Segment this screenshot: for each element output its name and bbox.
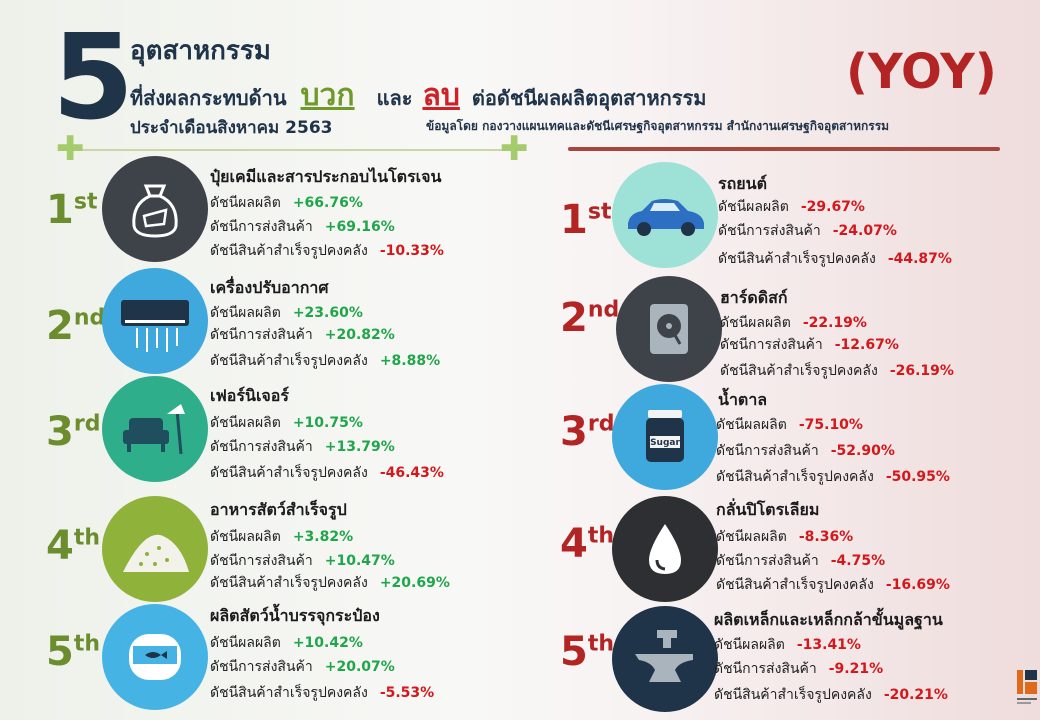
- inventory-stat: ดัชนีสินค้าสำเร็จรูปคงคลัง -20.21%: [714, 687, 948, 703]
- inventory-stat: ดัชนีสินค้าสำเร็จรูปคงคลัง +20.69%: [210, 575, 450, 591]
- industry-name: รถยนต์: [718, 174, 767, 193]
- big-number-five: 5: [52, 8, 135, 146]
- industry-name: น้ำตาล: [718, 390, 768, 409]
- sugar-jar-label: Sugar: [650, 438, 680, 448]
- production-stat: ดัชนีผลผลิต +66.76%: [210, 195, 363, 211]
- production-stat: ดัชนีผลผลิต -8.36%: [716, 529, 854, 545]
- rank-label: 1st: [560, 197, 612, 243]
- inventory-stat: ดัชนีสินค้าสำเร็จรูปคงคลัง -46.43%: [210, 465, 444, 481]
- shipment-stat: ดัชนีการส่งสินค้า -24.07%: [718, 223, 897, 239]
- shipment-stat: ดัชนีการส่งสินค้า +69.16%: [210, 219, 395, 235]
- title-affect-text: ที่ส่งผลกระทบด้าน: [130, 86, 287, 110]
- shipment-stat: ดัชนีการส่งสินค้า -9.21%: [714, 661, 884, 677]
- production-stat: ดัชนีผลผลิต +23.60%: [210, 305, 363, 321]
- production-stat: ดัชนีผลผลิต -13.41%: [714, 637, 861, 653]
- rank-label: 4th: [46, 523, 101, 569]
- shipment-stat: ดัชนีการส่งสินค้า +10.47%: [210, 553, 395, 569]
- oil-drop-icon: [612, 496, 718, 602]
- hard-disk-icon: [616, 276, 722, 382]
- industry-name: เฟอร์นิเจอร์: [210, 386, 289, 405]
- industry-name: กลั่นปิโตรเลียม: [716, 500, 820, 519]
- title-line-2: ที่ส่งผลกระทบด้าน บวก และ ลบ ต่อดัชนีผลผ…: [130, 72, 706, 119]
- positive-word: บวก: [300, 78, 355, 113]
- shipment-stat: ดัชนีการส่งสินค้า -52.90%: [716, 443, 895, 459]
- rank-label: 2nd: [560, 295, 620, 341]
- industry-name: อาหารสัตว์สำเร็จรูป: [210, 500, 347, 519]
- rank-label: 3rd: [46, 409, 101, 455]
- plus-icon: ✚: [500, 129, 529, 169]
- industry-name: เครื่องปรับอากาศ: [210, 278, 329, 297]
- canned-fish-icon: [102, 604, 208, 710]
- inventory-stat: ดัชนีสินค้าสำเร็จรูปคงคลัง -10.33%: [210, 243, 444, 259]
- rank-label: 4th: [560, 521, 615, 567]
- industry-name: ฮาร์ดดิสก์: [720, 288, 788, 307]
- sugar-jar-icon: Sugar: [612, 384, 718, 490]
- inventory-stat: ดัชนีสินค้าสำเร็จรูปคงคลัง -16.69%: [716, 577, 950, 593]
- inventory-stat: ดัชนีสินค้าสำเร็จรูปคงคลัง -44.87%: [718, 251, 952, 267]
- armchair-lamp-icon: [102, 376, 208, 482]
- production-stat: ดัชนีผลผลิต +10.42%: [210, 635, 363, 651]
- rank-label: 3rd: [560, 409, 615, 455]
- production-stat: ดัชนีผลผลิต -75.10%: [716, 417, 863, 433]
- negative-word: ลบ: [422, 78, 460, 113]
- production-stat: ดัชนีผลผลิต +10.75%: [210, 415, 363, 431]
- rank-label: 2nd: [46, 303, 106, 349]
- yoy-label: (YOY): [846, 44, 997, 100]
- industry-name: ปุ๋ยเคมีและสารประกอบไนโตรเจน: [210, 167, 442, 186]
- production-stat: ดัชนีผลผลิต -22.19%: [720, 315, 867, 331]
- inventory-stat: ดัชนีสินค้าสำเร็จรูปคงคลัง -5.53%: [210, 685, 435, 701]
- shipment-stat: ดัชนีการส่งสินค้า -4.75%: [716, 553, 886, 569]
- title-period: ประจำเดือนสิงหาคม 2563: [130, 118, 333, 138]
- and-word: และ: [376, 86, 413, 110]
- production-stat: ดัชนีผลผลิต -29.67%: [718, 199, 865, 215]
- shipment-stat: ดัชนีการส่งสินค้า +13.79%: [210, 439, 395, 455]
- source-note: ข้อมูลโดย กองวางแผนเทคและดัชนีเศรษฐกิจอุ…: [426, 119, 890, 133]
- divider-left: [70, 149, 518, 151]
- title-line-1: อุตสาหกรรม: [130, 36, 271, 66]
- rank-label: 5th: [560, 629, 615, 675]
- industry-name: ผลิตเหล็กและเหล็กกล้าขั้นมูลฐาน: [714, 610, 943, 629]
- shipment-stat: ดัชนีการส่งสินค้า +20.82%: [210, 327, 395, 343]
- car-icon: [612, 162, 718, 268]
- index-word: ต่อดัชนีผลผลิตอุตสาหกรรม: [471, 86, 707, 110]
- rank-label: 1st: [46, 187, 98, 233]
- inventory-stat: ดัชนีสินค้าสำเร็จรูปคงคลัง +8.88%: [210, 353, 441, 369]
- industry-name: ผลิตสัตว์น้ำบรรจุกระป๋อง: [210, 606, 380, 625]
- animal-feed-pile-icon: [102, 496, 208, 602]
- plus-icon: ✚: [56, 129, 85, 169]
- shipment-stat: ดัชนีการส่งสินค้า +20.07%: [210, 659, 395, 675]
- inventory-stat: ดัชนีสินค้าสำเร็จรูปคงคลัง -50.95%: [716, 469, 950, 485]
- inventory-stat: ดัชนีสินค้าสำเร็จรูปคงคลัง -26.19%: [720, 363, 954, 379]
- rank-label: 5th: [46, 629, 101, 675]
- fertilizer-bag-icon: [102, 156, 208, 262]
- divider-right: [568, 147, 1000, 151]
- shipment-stat: ดัชนีการส่งสินค้า -12.67%: [720, 337, 899, 353]
- production-stat: ดัชนีผลผลิต +3.82%: [210, 529, 354, 545]
- air-conditioner-icon: [102, 268, 208, 374]
- oie-logo: [1016, 668, 1038, 708]
- anvil-icon: [612, 606, 718, 712]
